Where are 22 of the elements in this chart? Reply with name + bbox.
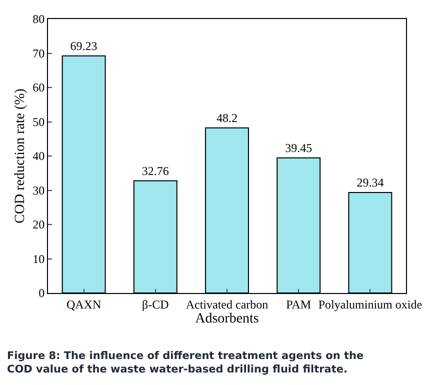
x-axis-title: Adsorbents [195, 312, 259, 327]
x-tick-label: QAXN [66, 297, 102, 312]
y-tick-label: 70 [32, 46, 45, 60]
data-label: 48.2 [216, 110, 238, 125]
x-tick-label: PAM [286, 297, 312, 312]
y-tick-label: 20 [32, 218, 45, 232]
y-tick-label: 40 [32, 149, 45, 164]
data-label: 32.76 [142, 164, 169, 178]
caption: Figure 8: The influence of different treatment agents on the COD value of the waste water-based drilling fluid filtrate. [7, 350, 364, 376]
data-label: 39.45 [285, 140, 312, 155]
data-label: 29.34 [356, 176, 384, 190]
x-tick-label: Activated carbon [186, 297, 268, 312]
x-tick-label: Polyaluminium oxide [318, 297, 422, 312]
y-tick-label: 0 [38, 286, 45, 300]
y-tick-label: 60 [32, 80, 45, 95]
y-tick-label: 50 [32, 114, 45, 129]
y-axis-title: COD reduction rate (%) [13, 88, 28, 224]
data-label: 69.23 [70, 38, 98, 53]
x-tick-label: β-CD [142, 297, 170, 312]
y-tick-label: 80 [32, 12, 45, 26]
y-tick-label: 30 [32, 183, 45, 198]
y-tick-label: 10 [32, 252, 45, 266]
